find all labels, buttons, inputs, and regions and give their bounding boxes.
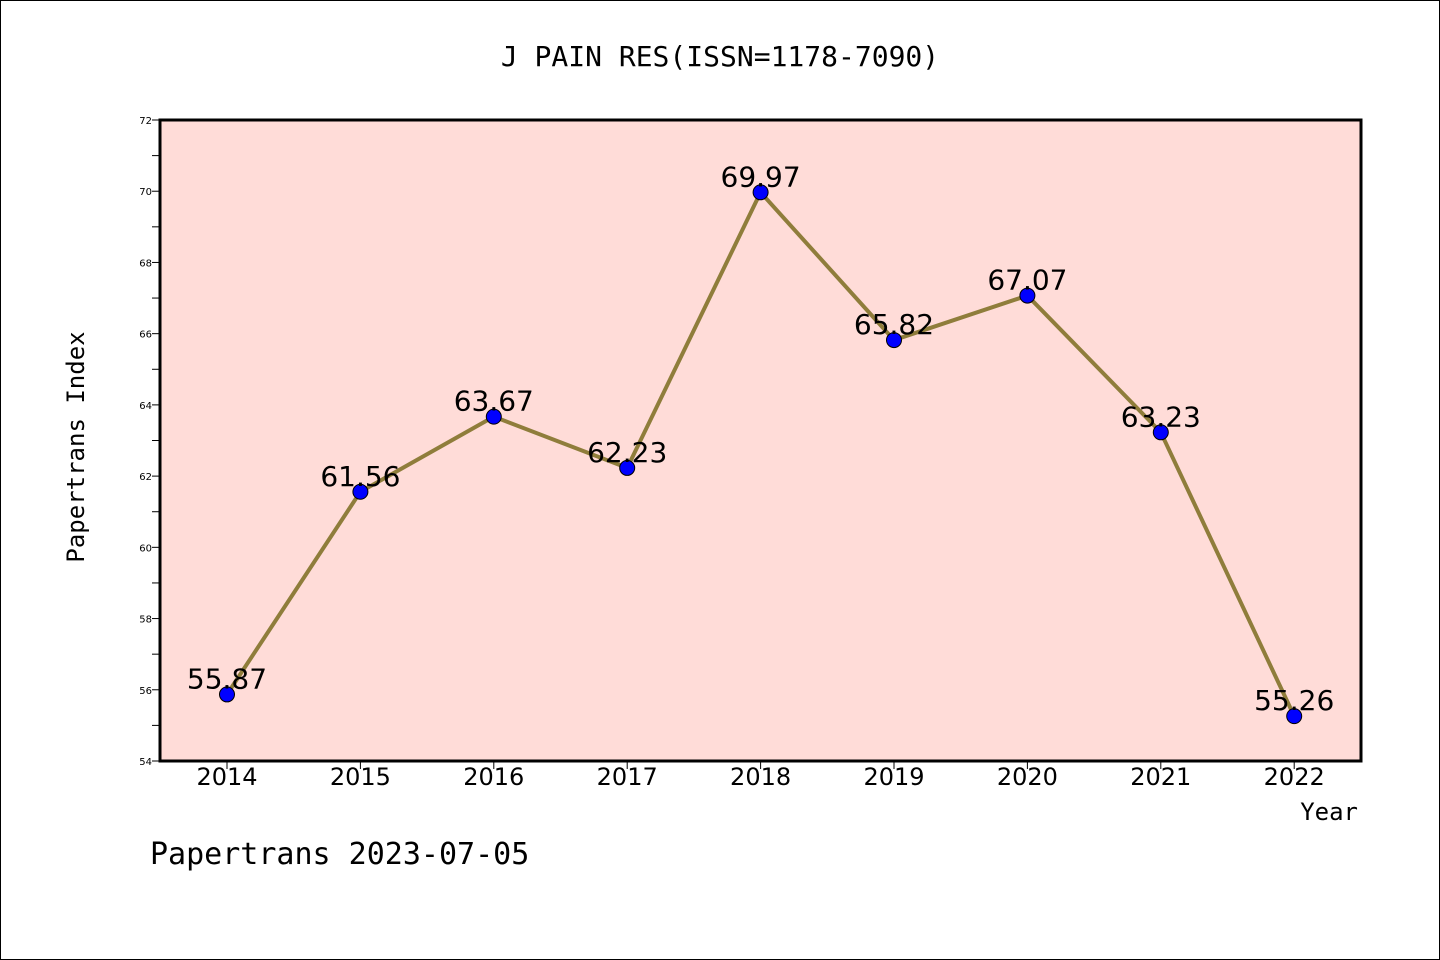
data-point <box>1152 424 1169 441</box>
y-tick-label: 66 <box>139 330 152 341</box>
y-tick-label: 62 <box>139 472 152 483</box>
x-tick-label: 2020 <box>997 763 1058 791</box>
data-label: 62.23 <box>587 436 667 469</box>
plot-area <box>158 118 1363 763</box>
x-tick-label: 2022 <box>1264 763 1325 791</box>
data-point <box>219 686 235 703</box>
footer-credit: Papertrans 2023-07-05 <box>150 837 529 872</box>
y-tick-label: 54 <box>139 757 152 768</box>
x-tick-label: 2015 <box>330 763 391 791</box>
chart-title: J PAIN RES(ISSN=1178-7090) <box>501 40 939 73</box>
y-tick-label: 68 <box>139 258 152 269</box>
y-tick-label: 58 <box>139 615 152 626</box>
data-point <box>352 483 369 500</box>
data-point <box>485 408 502 425</box>
data-label: 61.56 <box>320 460 400 493</box>
data-point <box>752 184 769 201</box>
y-tick-label: 60 <box>139 543 152 554</box>
y-tick-label: 72 <box>139 116 152 127</box>
y-axis: 54 56 58 60 62 64 66 68 70 72 <box>139 116 160 768</box>
x-axis-label: Year <box>1300 798 1358 826</box>
data-label: 55.26 <box>1254 684 1334 717</box>
x-tick-label: 2016 <box>463 763 524 791</box>
data-labels: 55.87 61.56 63.67 62.23 69.97 65.82 67.07 63.23… <box>187 160 1334 717</box>
data-label: 63.67 <box>454 385 534 418</box>
x-tick-label: 2021 <box>1130 763 1191 791</box>
x-tick-label: 2018 <box>730 763 791 791</box>
y-tick-label: 64 <box>139 401 152 412</box>
x-tick-label: 2019 <box>863 763 924 791</box>
data-point <box>1019 287 1036 304</box>
data-label: 63.23 <box>1121 400 1201 433</box>
data-label: 55.87 <box>187 662 267 695</box>
data-label: 65.82 <box>854 308 934 341</box>
data-point <box>619 459 636 476</box>
data-label: 69.97 <box>721 160 801 193</box>
y-axis-label: Papertrans Index <box>62 331 90 562</box>
data-points <box>219 184 1303 725</box>
x-tick-label: 2017 <box>597 763 658 791</box>
data-point <box>886 332 902 349</box>
y-tick-label: 56 <box>139 686 152 697</box>
y-tick-label: 70 <box>139 187 152 198</box>
x-tick-label: 2014 <box>196 763 257 791</box>
data-point <box>1286 708 1303 725</box>
x-axis: 2014 2015 2016 2017 2018 2019 2020 2021 2022 <box>196 761 1325 791</box>
data-label: 67.07 <box>987 264 1067 297</box>
